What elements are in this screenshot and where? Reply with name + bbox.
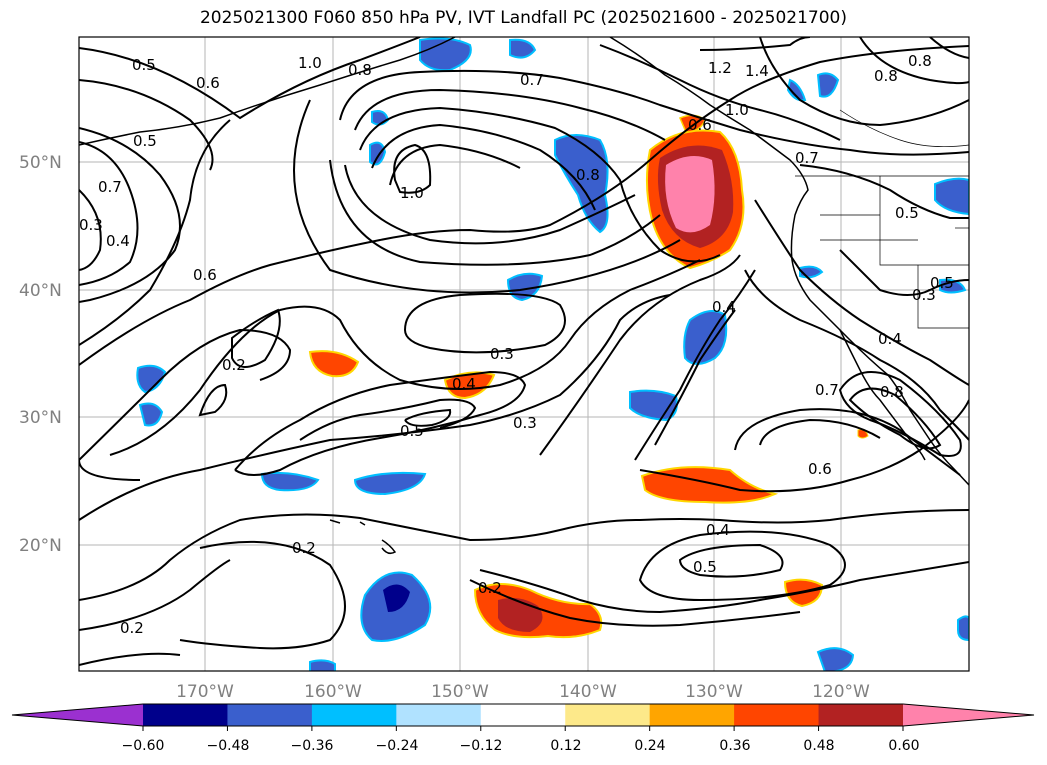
lat-label: 50°N [19, 153, 62, 173]
colorbar-tick-label: 0.48 [803, 738, 834, 754]
contour-label: 0.3 [490, 345, 514, 363]
contour-label: 1.0 [725, 101, 749, 119]
contour-labels: 0.5 0.6 1.0 0.8 0.7 1.2 1.4 1.0 0.8 0.8 … [79, 52, 954, 637]
colorbar-tick-label: −0.36 [291, 738, 334, 754]
lon-label: 130°W [685, 682, 743, 702]
contour-label: 0.8 [348, 61, 372, 79]
axis-labels: 50°N 40°N 30°N 20°N 170°W 160°W 150°W 14… [19, 153, 870, 702]
contour-label: 0.7 [520, 71, 544, 89]
lat-label: 40°N [19, 281, 62, 301]
lon-label: 120°W [812, 682, 870, 702]
contour-label: 1.2 [708, 59, 732, 77]
contour-label: 0.4 [106, 232, 130, 250]
colorbar-tick-labels: −0.60 −0.48 −0.36 −0.24 −0.12 0.12 0.24 … [122, 738, 920, 754]
colorbar-segment [649, 704, 735, 726]
colorbar-segment [227, 704, 313, 726]
contour-label: 0.5 [895, 204, 919, 222]
colorbar-segments [12, 704, 1034, 726]
colorbar-ticks [142, 726, 904, 731]
contour-label: 0.7 [815, 381, 839, 399]
contour-label: 0.8 [874, 67, 898, 85]
contour-label: 0.7 [795, 149, 819, 167]
colorbar-tick-label: −0.12 [460, 738, 503, 754]
colorbar-segment [565, 704, 651, 726]
lon-label: 170°W [176, 682, 234, 702]
contour-label: 0.4 [878, 330, 902, 348]
colorbar-tick-label: −0.60 [122, 738, 165, 754]
negative-anomalies [136, 37, 969, 671]
contour-label: 0.3 [912, 286, 936, 304]
colorbar-tick-label: 0.36 [719, 738, 750, 754]
contour-label: 0.5 [400, 422, 424, 440]
contour-label: 0.8 [908, 52, 932, 70]
map-frame [78, 36, 970, 672]
contour-label: 0.5 [693, 558, 717, 576]
colorbar-segment [818, 704, 904, 726]
contour-label: 0.6 [808, 460, 832, 478]
contour-label: 0.3 [79, 216, 103, 234]
contour-label: 0.4 [452, 375, 476, 393]
contour-label: 0.4 [712, 298, 736, 316]
colorbar-extension-high [903, 704, 1034, 726]
colorbar-tick-label: 0.12 [550, 738, 581, 754]
contour-label: 0.6 [688, 116, 712, 134]
contour-label: 0.6 [193, 266, 217, 284]
contour-label: 0.8 [576, 166, 600, 184]
colorbar-segment [734, 704, 820, 726]
colorbar-tick-label: 0.24 [634, 738, 665, 754]
contour-label: 0.3 [513, 414, 537, 432]
lon-label: 150°W [431, 682, 489, 702]
contour-label: 0.5 [930, 274, 954, 292]
contour-label: 1.0 [298, 54, 322, 72]
political-borders [795, 109, 969, 329]
colorbar-extension-low [12, 704, 143, 726]
colorbar-tick-label: −0.48 [207, 738, 250, 754]
lon-label: 140°W [559, 682, 617, 702]
colorbar-segment [396, 704, 482, 726]
lat-label: 30°N [19, 408, 62, 428]
contour-label: 0.2 [478, 579, 502, 597]
contour-label: 0.2 [120, 619, 144, 637]
contour-label: 0.8 [880, 383, 904, 401]
figure-title: 2025021300 F060 850 hPa PV, IVT Landfall… [199, 8, 847, 28]
contour-label: 1.0 [400, 184, 424, 202]
colorbar-segment [143, 704, 228, 726]
colorbar-segment [311, 704, 397, 726]
contour-label: 0.5 [133, 132, 157, 150]
lat-label: 20°N [19, 536, 62, 556]
contour-label: 1.4 [745, 62, 769, 80]
colorbar-segment [480, 704, 566, 726]
contour-label: 0.7 [98, 178, 122, 196]
contour-label: 0.6 [196, 74, 220, 92]
colorbar-tick-label: −0.24 [376, 738, 419, 754]
contour-label: 0.2 [222, 356, 246, 374]
colorbar: −0.60 −0.48 −0.36 −0.24 −0.12 0.12 0.24 … [11, 703, 1035, 754]
contour-label: 0.5 [132, 56, 156, 74]
pv-contours [79, 37, 969, 666]
colorbar-tick-label: 0.60 [888, 738, 919, 754]
contour-label: 0.4 [706, 521, 730, 539]
map-panel: 0.5 0.6 1.0 0.8 0.7 1.2 1.4 1.0 0.8 0.8 … [79, 37, 969, 671]
lon-label: 160°W [304, 682, 362, 702]
coastlines [79, 37, 969, 555]
contour-label: 0.2 [292, 539, 316, 557]
